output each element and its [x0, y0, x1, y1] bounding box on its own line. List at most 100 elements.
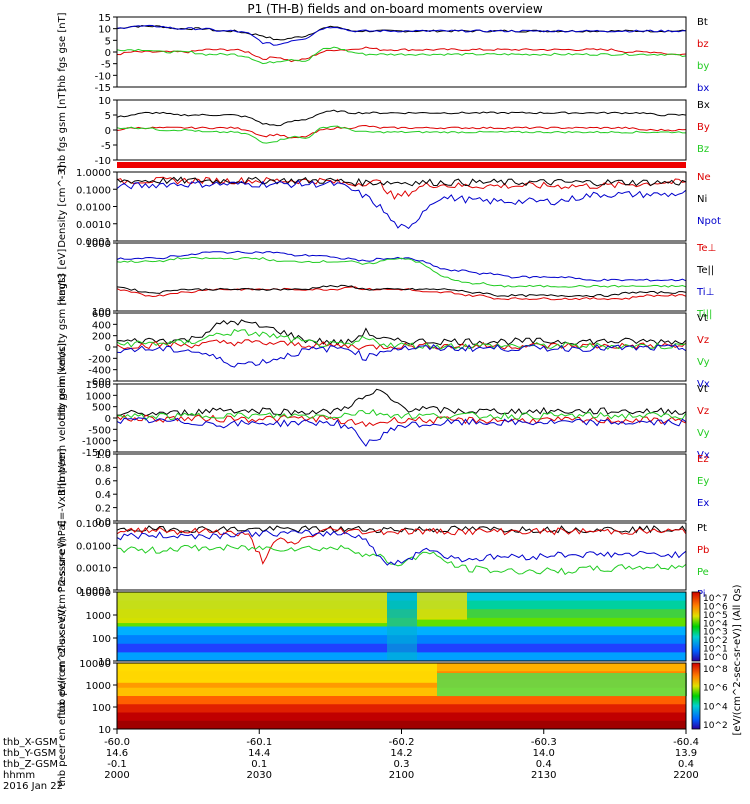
series-line: [116, 544, 687, 576]
y-tick-label: 100: [92, 307, 111, 318]
legend-entry: Vy: [697, 357, 710, 368]
footer-row-label: thb_Y-GSM: [3, 748, 56, 759]
x-tick-label: 0.1: [251, 759, 267, 770]
y-tick-label: 0.0100: [76, 541, 111, 552]
y-tick-label: 0: [105, 343, 111, 354]
legend-entry: Vt: [697, 313, 708, 324]
legend-entry: Ez: [697, 454, 709, 465]
spectrogram-band: [117, 679, 686, 689]
y-tick-label: -600: [88, 377, 111, 388]
legend-entry: Vy: [697, 428, 710, 439]
series-line: [116, 179, 687, 230]
legend-entry: Ne: [697, 172, 711, 183]
y-tick-label: -400: [88, 366, 111, 377]
panel-frame: [116, 242, 687, 312]
colorbar-gradient: [691, 591, 701, 662]
panel-frame: [116, 99, 687, 161]
panel-frame: [116, 591, 687, 662]
series-line: [116, 529, 687, 566]
y-tick-label: 0: [105, 414, 111, 425]
x-tick-label: -60.2: [389, 737, 415, 748]
y-tick-label: 5: [105, 36, 111, 47]
series-line: [116, 284, 687, 298]
y-tick-label: 10000: [79, 659, 111, 670]
colorbar-tick-label: 10^6: [703, 602, 728, 612]
x-tick-label: 2130: [531, 770, 556, 781]
y-tick-label: 0: [105, 126, 111, 137]
legend-entry: Ey: [697, 476, 709, 487]
colorbar-gradient: [691, 662, 701, 730]
colorbar-tick-label: 10^0: [703, 653, 728, 663]
panel-8: 0.1000 0.0100 0.0010 0.0001 Pressure [nPa] Pt…: [57, 519, 709, 600]
y-tick-label: 600: [92, 309, 111, 320]
y-axis-label: thb peir en eflux eV/(cm^2-s-sr-eV): [57, 538, 68, 716]
series-line: [116, 414, 687, 428]
legend-entry: Vz: [697, 335, 709, 346]
y-tick-label: 10: [98, 96, 111, 107]
x-tick-label: 14.2: [390, 748, 412, 759]
series-line: [116, 417, 687, 447]
spectrogram-band: [117, 704, 686, 713]
panel-frame: [116, 16, 687, 88]
y-tick-label: 0.0100: [76, 203, 111, 214]
panel-2: 10 5 0 -5 -10 thb fgs gsm [nT] Bx By Bz: [57, 89, 710, 172]
y-axis-label: Pressure [nPa]: [57, 521, 68, 593]
y-tick-label: 1000: [86, 611, 111, 622]
y-tick-label: 0.1000: [76, 185, 111, 196]
series-line: [116, 24, 687, 41]
y-axis-label: thb fgs gsm [nT]: [57, 89, 68, 172]
footer-row-label: thb_X-GSM: [3, 737, 58, 748]
x-tick-label: -60.0: [104, 737, 130, 748]
legend-entry: Bz: [697, 144, 709, 155]
x-tick-label: 2100: [389, 770, 414, 781]
y-tick-label: 15: [98, 13, 111, 24]
colorbar-tick-label: 10^8: [703, 665, 728, 675]
legend-entry: bz: [697, 39, 709, 50]
legend-entry: Pt: [697, 523, 707, 534]
y-tick-label: 0.1000: [76, 519, 111, 530]
colorbar-unit-label: [eV/(cm^2-sec-sr-eV)] (All Qs): [732, 584, 743, 735]
y-tick-label: -10: [95, 71, 111, 82]
colorbar-tick-label: 10^2: [703, 721, 728, 731]
colorbar: 10^710^610^510^410^310^210^110^0: [691, 591, 728, 663]
x-tick-label: 14.4: [248, 748, 270, 759]
legend-entry: Vx: [697, 379, 710, 390]
y-tick-label: 0.6: [95, 477, 111, 488]
y-tick-label: 1500: [86, 380, 111, 391]
x-tick-label: 14.0: [533, 748, 555, 759]
y-tick-label: 100: [92, 634, 111, 645]
spectrogram-band: [117, 696, 686, 705]
series-line: [116, 176, 687, 201]
footer-row-label: thb_Z-GSM: [3, 759, 58, 770]
y-tick-label: 1.0000: [76, 168, 111, 179]
panel-9: 10000 1000 100 10 thb peir en eflux eV/(cm^2…: [57, 538, 687, 716]
x-tick-label: -60.3: [531, 737, 557, 748]
legend-entry: Te||: [696, 265, 714, 276]
series-line: [116, 109, 687, 127]
colorbar-tick-label: 10^3: [703, 628, 728, 638]
y-axis-label: E=-VxB [mV/m]: [57, 448, 68, 526]
legend-entry: Pe: [697, 567, 709, 578]
colorbar-tick-label: 10^1: [703, 645, 728, 655]
colorbar-tick-label: 10^6: [703, 684, 728, 694]
spectrogram-band: [417, 592, 467, 620]
y-tick-label: -1000: [82, 437, 111, 448]
spectrogram-band: [117, 687, 686, 697]
x-tick-label: -60.1: [246, 737, 272, 748]
panel-10: 10000 1000 100 10 thb peer en eflux eV/(cm^2…: [57, 605, 687, 787]
x-tick-label: 14.6: [106, 748, 128, 759]
legend-entry: Ex: [697, 498, 709, 509]
legend-entry: By: [697, 122, 710, 133]
y-tick-label: 0: [105, 48, 111, 59]
y-tick-label: 400: [92, 320, 111, 331]
x-tick-label: 0.4: [536, 759, 552, 770]
colorbar-tick-label: 10^4: [703, 702, 728, 712]
legend-entry: Vx: [697, 450, 710, 461]
legend-entry: bx: [697, 83, 709, 94]
series-line: [116, 526, 687, 565]
spectrogram-band: [117, 712, 686, 722]
